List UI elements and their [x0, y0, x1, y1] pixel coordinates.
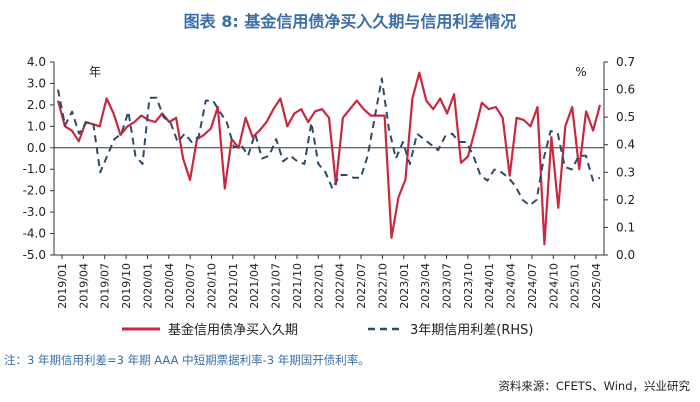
right-tick-label: 0.1	[616, 220, 635, 234]
x-tick-label: 2021/10	[291, 263, 304, 309]
legend-label-credit-spread: 3年期信用利差(RHS)	[410, 323, 533, 338]
right-tick-label: 0.0	[616, 248, 635, 262]
x-tick-label: 2020/04	[163, 263, 176, 309]
x-tick-label: 2024/07	[526, 263, 539, 309]
x-tick-label: 2022/10	[376, 263, 389, 309]
x-tick-label: 2019/01	[56, 263, 69, 309]
left-tick-label: 2.0	[27, 98, 46, 112]
x-tick-label: 2025/04	[590, 263, 603, 309]
chart-canvas: 4.0 3.0 2.0 1.0 0.0 -1.0 -2.0 -3.0 -4.0 -5.0 0.7 0.…	[23, 55, 636, 338]
x-tick-label: 2024/04	[505, 263, 518, 309]
legend-label-net-purchase-duration: 基金信用债净买入久期	[168, 322, 298, 338]
x-tick-label: 2023/04	[419, 263, 432, 309]
right-tick-label: 0.4	[616, 138, 635, 152]
left-axis-unit: 年	[89, 65, 101, 79]
series-line-net-purchase-duration	[56, 71, 602, 246]
right-axis-unit: %	[575, 65, 586, 79]
chart-title: 图表 8: 基金信用债净买入久期与信用利差情况	[183, 12, 517, 31]
x-tick-label: 2020/10	[206, 263, 219, 309]
left-tick-label: 0.0	[27, 141, 46, 155]
x-tick-label: 2020/01	[141, 263, 154, 309]
data-source: 资料来源：CFETS、Wind，兴业研究	[498, 379, 690, 393]
x-tick-label: 2019/10	[120, 263, 133, 309]
left-tick-label: -2.0	[23, 184, 46, 198]
legend: 基金信用债净买入久期 3年期信用利差(RHS)	[122, 322, 533, 338]
x-tick-label: 2020/07	[184, 263, 197, 309]
series-line-credit-spread	[57, 77, 601, 207]
chart-footnote: 注：3 年期信用利差=3 年期 AAA 中短期票据利率-3 年期国开债利率。	[4, 353, 370, 367]
right-tick-label: 0.7	[616, 55, 635, 69]
x-tick-label: 2023/07	[440, 263, 453, 309]
left-tick-label: 3.0	[27, 76, 46, 90]
x-tick-label: 2019/07	[99, 263, 112, 309]
x-tick-label: 2024/10	[547, 263, 560, 309]
x-tick-label: 2021/07	[270, 263, 283, 309]
left-tick-label: 1.0	[27, 119, 46, 133]
left-tick-label: 4.0	[27, 55, 46, 69]
x-tick-label: 2021/04	[248, 263, 261, 309]
right-tick-label: 0.6	[616, 83, 635, 97]
x-tick-label: 2023/10	[462, 263, 475, 309]
x-tick-label: 2021/01	[227, 263, 240, 309]
left-tick-label: -4.0	[23, 227, 46, 241]
right-tick-label: 0.3	[616, 165, 635, 179]
left-tick-label: -3.0	[23, 205, 46, 219]
right-tick-label: 0.2	[616, 193, 635, 207]
right-tick-label: 0.5	[616, 110, 635, 124]
x-tick-label: 2022/01	[312, 263, 325, 309]
x-tick-label: 2025/01	[569, 263, 582, 309]
x-tick-label: 2022/07	[355, 263, 368, 309]
left-tick-label: -5.0	[23, 248, 46, 262]
x-tick-label: 2024/01	[483, 263, 496, 309]
left-tick-label: -1.0	[23, 162, 46, 176]
x-tick-label: 2019/04	[77, 263, 90, 309]
x-tick-label: 2023/01	[398, 263, 411, 309]
x-tick-label: 2022/04	[334, 263, 347, 309]
